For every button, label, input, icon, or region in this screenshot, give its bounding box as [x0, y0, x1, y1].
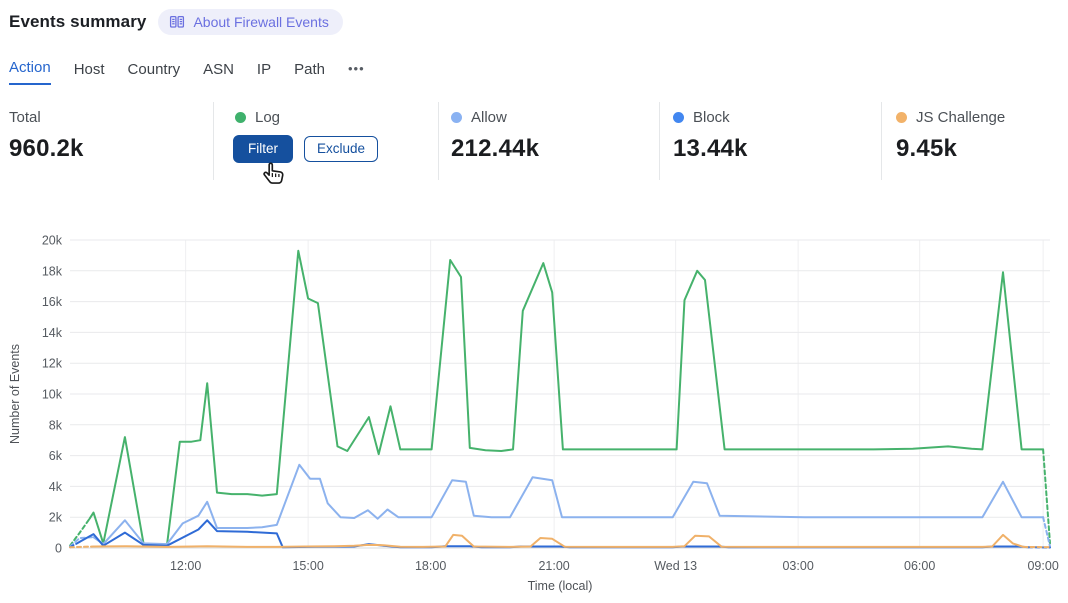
more-tabs-ellipsis-icon[interactable]: ••• [348, 61, 365, 85]
divider [659, 102, 660, 180]
y-tick-label: 20k [42, 234, 63, 248]
stat-label: Log [255, 109, 280, 126]
x-tick-label: 18:00 [415, 559, 446, 573]
js-challenge-dot-icon [896, 112, 907, 123]
divider [438, 102, 439, 180]
divider [881, 102, 882, 180]
y-tick-label: 12k [42, 357, 63, 371]
filter-button[interactable]: Filter [233, 135, 293, 163]
stat-label: Allow [471, 109, 507, 126]
exclude-button[interactable]: Exclude [304, 136, 378, 163]
log-dot-icon [235, 112, 246, 123]
stat-total: Total 960.2k [9, 109, 84, 163]
header: Events summary About Firewall Events [9, 9, 343, 35]
about-firewall-events-badge[interactable]: About Firewall Events [158, 9, 342, 35]
y-tick-label: 4k [49, 480, 63, 494]
y-tick-label: 6k [49, 449, 63, 463]
y-tick-label: 0 [55, 542, 62, 556]
tab-host[interactable]: Host [74, 61, 105, 85]
y-tick-label: 8k [49, 418, 63, 432]
x-axis-title: Time (local) [528, 579, 593, 593]
allow-dot-icon [451, 112, 462, 123]
divider [213, 102, 214, 180]
y-tick-label: 18k [42, 264, 63, 278]
y-axis-title: Number of Events [8, 344, 22, 444]
events-chart[interactable]: 0 2k 4k 6k 8k 10k 12k 14k 16k 18k 20k 12:00 15:00 18:… [0, 226, 1068, 598]
x-tick-label: 03:00 [782, 559, 813, 573]
tab-ip[interactable]: IP [257, 61, 271, 85]
chart-series-log [90, 251, 1044, 545]
chart-series-log-dashed-end [1043, 449, 1050, 543]
tab-country[interactable]: Country [128, 61, 181, 85]
y-tick-label: 16k [42, 295, 63, 309]
y-tick-label: 10k [42, 388, 63, 402]
y-tick-label: 14k [42, 326, 63, 340]
x-tick-label: 15:00 [292, 559, 323, 573]
chart-series-js-challenge-dashed-start [70, 547, 94, 548]
stat-label: Total [9, 109, 41, 126]
x-tick-label: 09:00 [1027, 559, 1058, 573]
stat-allow-value: 212.44k [451, 135, 539, 163]
filter-tabs: Action Host Country ASN IP Path ••• [9, 59, 365, 85]
chart-series-js-challenge [94, 535, 1024, 547]
stats-row: Total 960.2k Log Filter Exclude Allow 21… [0, 101, 1068, 185]
stat-allow: Allow 212.44k [451, 109, 539, 163]
stat-js-challenge-value: 9.45k [896, 135, 1005, 163]
x-tick-label: 06:00 [904, 559, 935, 573]
y-tick-label: 2k [49, 511, 63, 525]
open-book-icon [169, 14, 185, 30]
stat-total-value: 960.2k [9, 135, 84, 163]
x-tick-label: Wed 13 [654, 559, 697, 573]
tab-action[interactable]: Action [9, 59, 51, 85]
stat-label: JS Challenge [916, 109, 1005, 126]
stat-block: Block 13.44k [673, 109, 748, 163]
stat-log: Log Filter Exclude [233, 109, 378, 163]
x-tick-label: 21:00 [538, 559, 569, 573]
badge-label: About Firewall Events [193, 14, 328, 30]
stat-label: Block [693, 109, 730, 126]
page-title: Events summary [9, 12, 146, 32]
tab-asn[interactable]: ASN [203, 61, 234, 85]
stat-js-challenge: JS Challenge 9.45k [896, 109, 1005, 163]
tab-path[interactable]: Path [294, 61, 325, 85]
stat-block-value: 13.44k [673, 135, 748, 163]
block-dot-icon [673, 112, 684, 123]
x-tick-label: 12:00 [170, 559, 201, 573]
